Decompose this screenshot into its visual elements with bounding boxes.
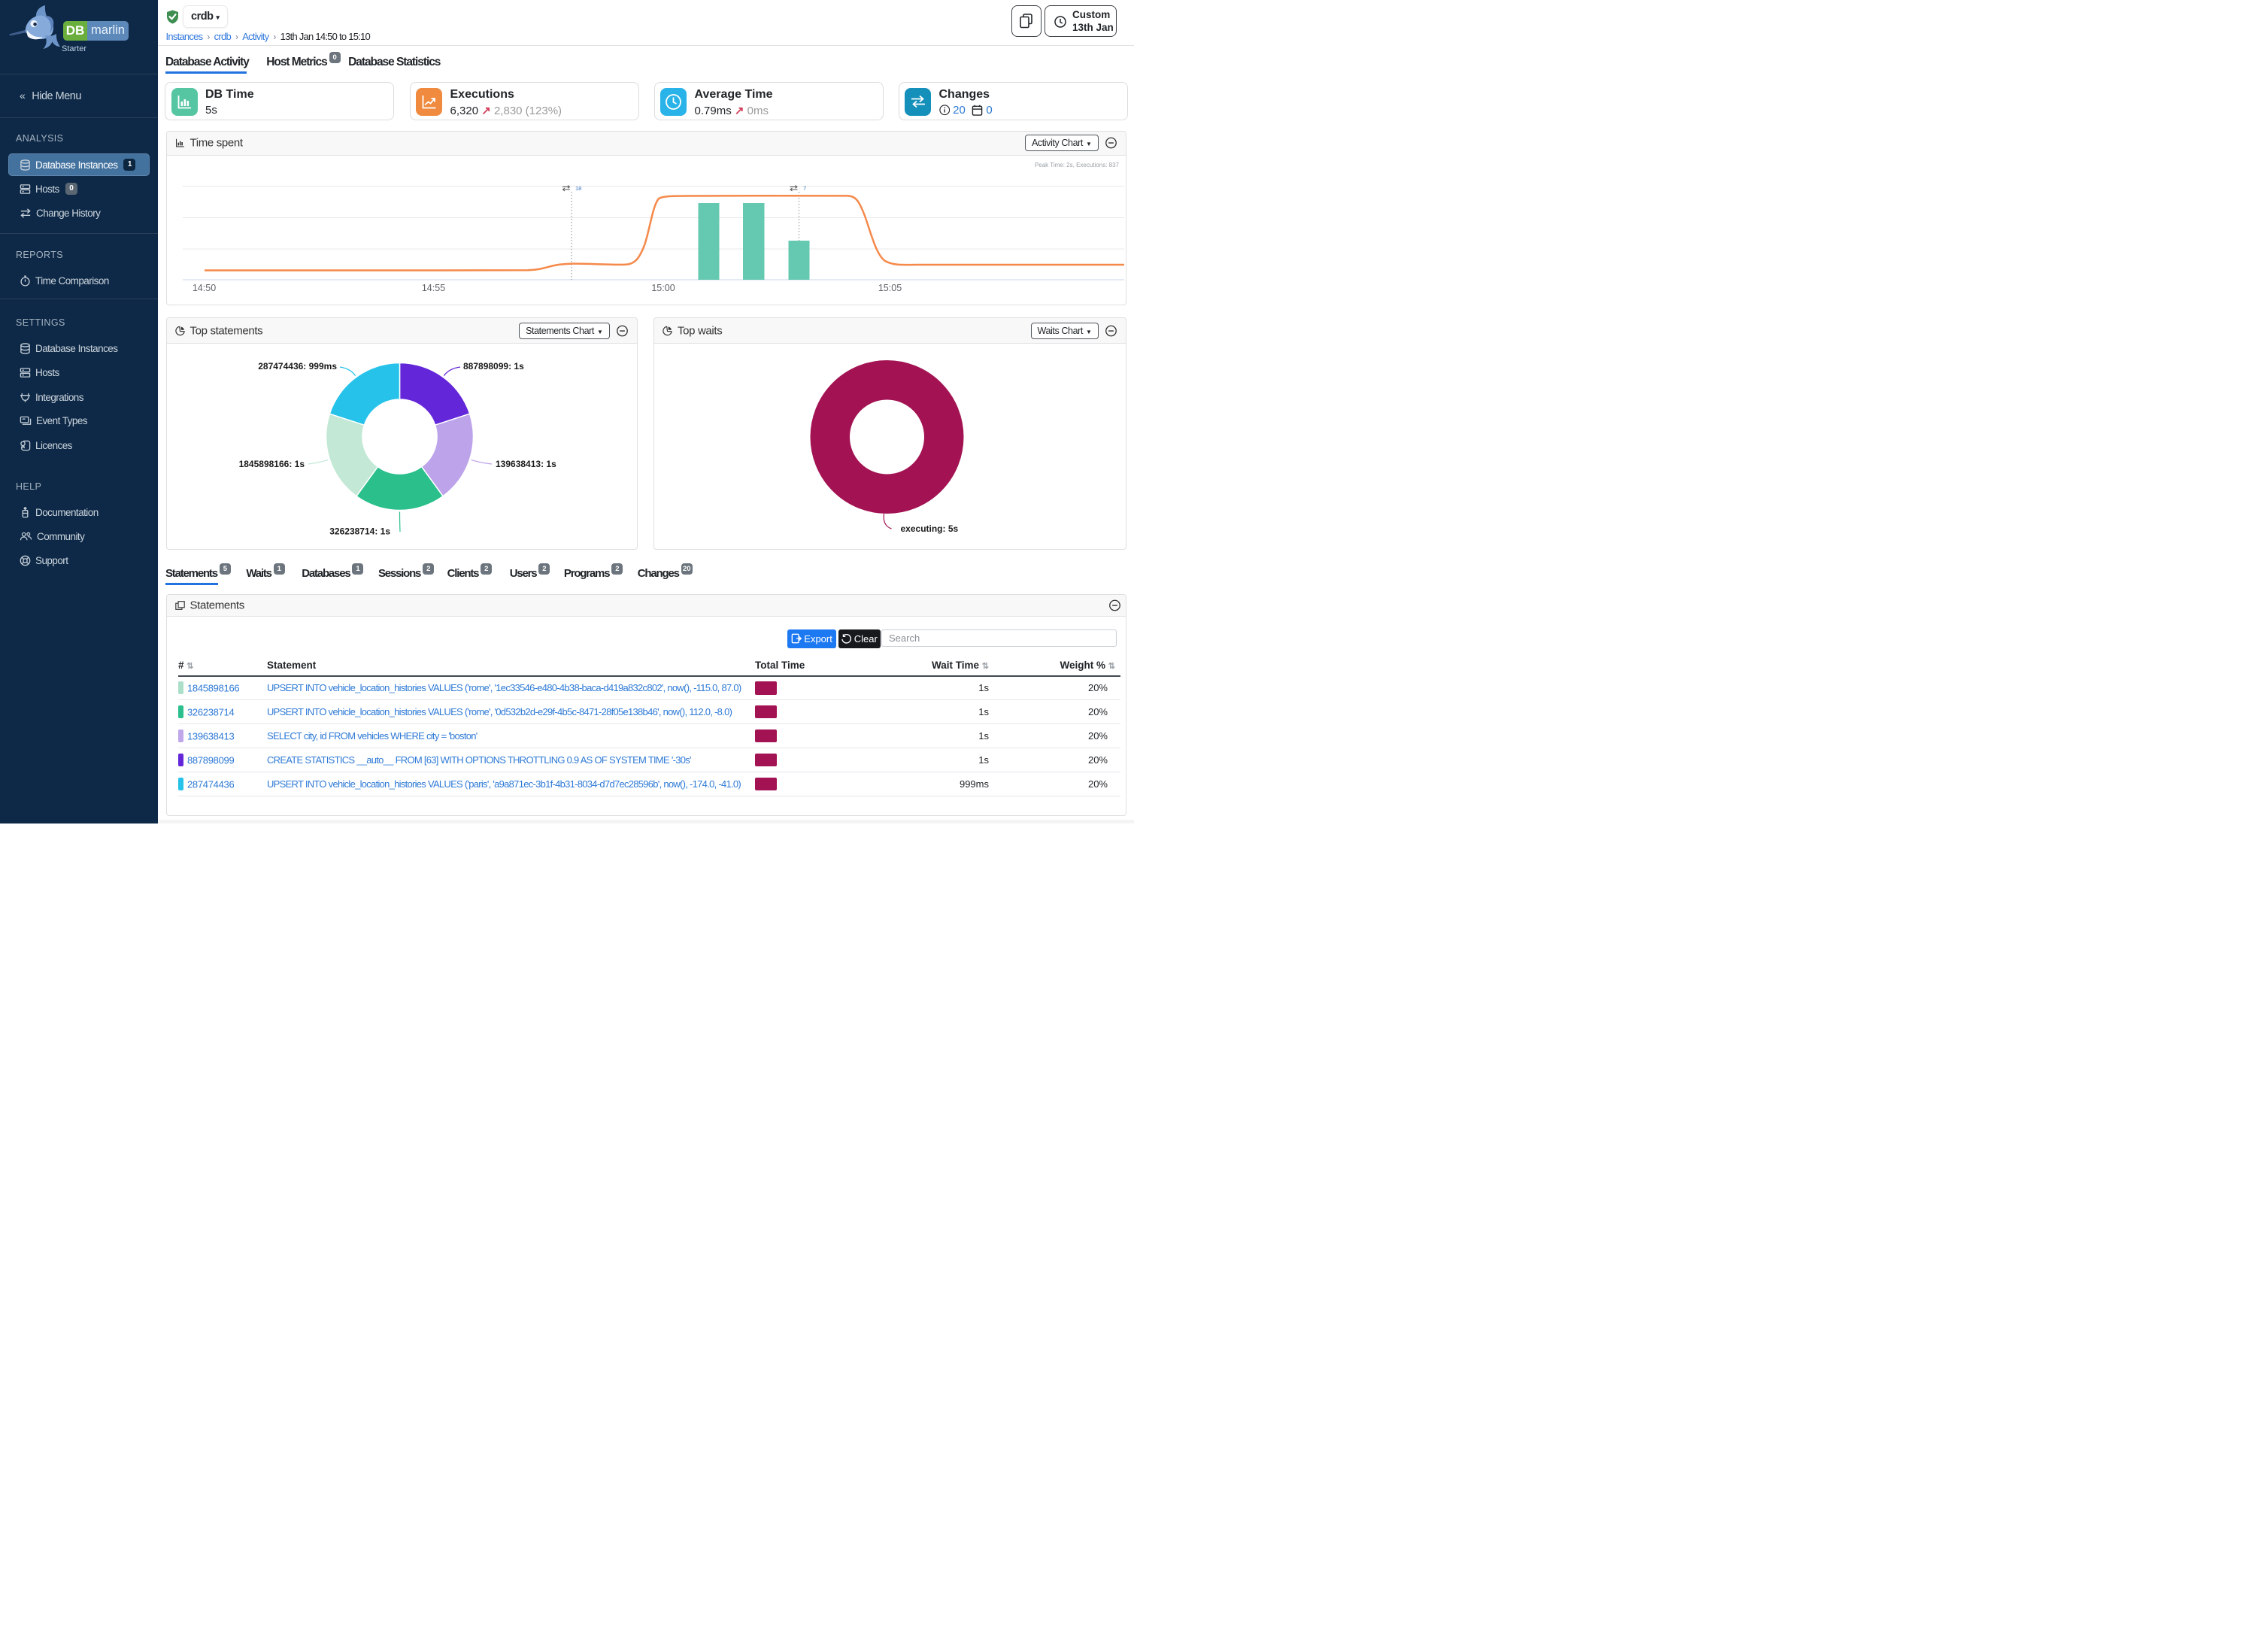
svg-text:15:00: 15:00 xyxy=(651,283,675,293)
svg-text:1845898166: 1s: 1845898166: 1s xyxy=(238,459,305,469)
svg-text:326238714: 1s: 326238714: 1s xyxy=(329,526,390,537)
svg-text:15:05: 15:05 xyxy=(878,283,901,293)
svg-text:14:50: 14:50 xyxy=(192,283,215,293)
svg-text:Peak Time: 2s, Executions: 837: Peak Time: 2s, Executions: 837 xyxy=(1034,162,1119,168)
svg-text:7: 7 xyxy=(803,185,806,192)
svg-text:executing: 5s: executing: 5s xyxy=(901,523,959,534)
svg-text:14:55: 14:55 xyxy=(421,283,444,293)
svg-text:887898099: 1s: 887898099: 1s xyxy=(463,361,524,372)
svg-text:18: 18 xyxy=(575,185,581,192)
svg-text:287474436: 999ms: 287474436: 999ms xyxy=(258,361,337,372)
svg-text:139638413: 1s: 139638413: 1s xyxy=(496,459,556,469)
